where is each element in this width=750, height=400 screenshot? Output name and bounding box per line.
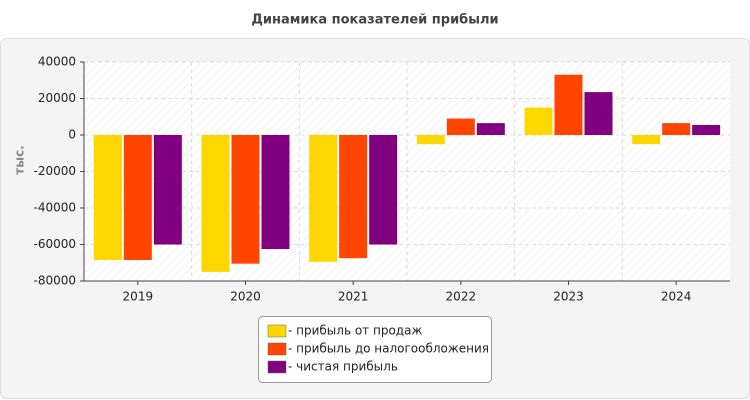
- bar: [692, 124, 721, 135]
- y-tick-label: 40000: [38, 55, 76, 69]
- x-tick-label: 2019: [123, 290, 154, 304]
- y-tick-label: -20000: [33, 164, 76, 178]
- bar: [662, 123, 691, 135]
- x-tick-label: 2023: [553, 290, 584, 304]
- y-tick-label: 20000: [38, 91, 76, 105]
- y-tick-label: -40000: [33, 201, 76, 215]
- x-tick-label: 2021: [338, 290, 369, 304]
- y-axis-label: тыс.: [13, 145, 27, 174]
- bar: [524, 107, 553, 135]
- bar: [231, 135, 260, 264]
- y-tick-label: 0: [68, 128, 76, 142]
- bar: [476, 123, 505, 135]
- bar: [309, 135, 338, 262]
- bar: [632, 135, 661, 145]
- x-tick-label: 2020: [230, 290, 261, 304]
- bar: [446, 118, 475, 135]
- bar: [123, 135, 152, 261]
- bar: [261, 135, 290, 250]
- bar: [584, 92, 613, 135]
- legend-label: - чистая прибыль: [288, 360, 398, 374]
- y-tick-label: -60000: [33, 237, 76, 251]
- chart-title: Динамика показателей прибыли: [251, 13, 498, 28]
- legend-label: - прибыль от продаж: [288, 324, 422, 338]
- bar: [369, 135, 398, 245]
- bar: [93, 135, 122, 261]
- legend-label: - прибыль до налогообложения: [288, 342, 489, 356]
- x-tick-label: 2022: [446, 290, 477, 304]
- bar: [153, 135, 182, 245]
- legend-swatch: [267, 342, 287, 356]
- legend: [258, 316, 492, 383]
- legend-swatch: [267, 324, 287, 338]
- bar: [201, 135, 230, 272]
- x-tick-label: 2024: [661, 290, 692, 304]
- bar: [554, 74, 583, 135]
- legend-swatch: [267, 360, 287, 374]
- y-tick-label: -80000: [33, 274, 76, 288]
- bar: [416, 135, 445, 145]
- bar: [339, 135, 368, 259]
